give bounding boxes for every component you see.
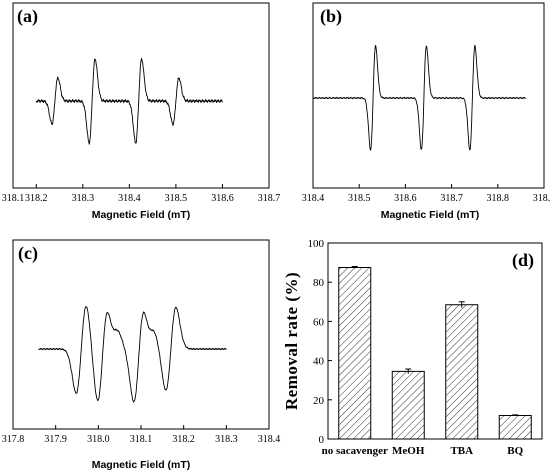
panel-c-x-tick-label: 318.0: [87, 434, 110, 445]
panel-c-x-tick-label: 317.9: [44, 434, 67, 445]
panel-b-x-tick-label: 318.5: [348, 193, 371, 204]
panel-c-x-tick-label: 318.4: [258, 434, 281, 445]
panel-c-x-tick-label: 318.2: [172, 434, 195, 445]
panel-d-y-tick-label: 40: [313, 356, 325, 368]
panel-d-y-tick-label: 20: [313, 395, 325, 407]
panel-b-x-tick-label: 318.4: [302, 193, 325, 204]
panel-c-spectrum-line: [38, 306, 227, 403]
panel-d-label: (d): [512, 250, 534, 271]
panel-c: (c) 317.8 317.9 318.0 318.1 318.2 318.3 318.4 …: [2, 239, 281, 471]
panel-d-category-label: MeOH: [392, 445, 425, 457]
panel-d-category-label: BQ: [507, 445, 523, 457]
panel-a-x-tick-label: 318.7: [258, 193, 281, 204]
panel-b-x-axis-label: Magnetic Field (mT): [381, 209, 480, 221]
panel-b-spectrum-line: [312, 44, 526, 151]
panel-c-x-tick-label: 318.1: [130, 434, 153, 445]
panel-a-ticks: 318.1 318.2 318.3 318.4 318.5 318.6 318.7: [2, 184, 281, 204]
panel-a-x-tick-label: 318.3: [72, 193, 95, 204]
panel-b-x-tick-label: 318.9: [533, 193, 550, 204]
panel-a-x-tick-label: 318.2: [25, 193, 48, 204]
panel-a-x-tick-label: 318.6: [211, 193, 234, 204]
panel-b-x-tick-label: 318.7: [440, 193, 463, 204]
panel-d-y-axis-label: Removal rate (%): [282, 272, 301, 410]
panel-c-x-axis-label: Magnetic Field (mT): [92, 459, 191, 471]
panel-b-ticks: 318.4 318.5 318.6 318.7 318.8 318.9: [302, 184, 550, 204]
panel-c-x-tick-label: 318.3: [215, 434, 238, 445]
panel-a-x-tick-label: 318.4: [118, 193, 141, 204]
panel-d-category-label: no sacavenger: [322, 445, 388, 457]
panel-d-y-ticks: 0 20 40 60 80 100: [308, 238, 332, 446]
panel-d-frame: [327, 242, 543, 440]
panel-c-x-tick-label: 317.8: [2, 434, 25, 445]
panel-d-bar: [338, 267, 372, 440]
panel-d-bar: [445, 304, 479, 440]
panel-a-x-tick-label: 318.1: [2, 193, 25, 204]
panel-d-y-tick-label: 60: [313, 316, 325, 328]
panel-d-category-label: TBA: [450, 445, 473, 457]
panel-d-bar: [498, 414, 532, 440]
panel-a-label: (a): [17, 6, 38, 27]
panel-b-x-tick-label: 318.6: [394, 193, 417, 204]
panel-c-ticks: 317.8 317.9 318.0 318.1 318.2 318.3 318.4: [2, 425, 281, 445]
panel-a: (a) 318.1 318.2 318.3 318.4 318.5 318.6 318.7 …: [2, 2, 281, 221]
panel-b: (b) 318.4 318.5 318.6 318.7 318.8 318.9 Magne…: [302, 2, 550, 221]
panel-c-frame: [12, 239, 270, 430]
panel-c-label: (c): [18, 243, 38, 264]
panel-a-x-axis-label: Magnetic Field (mT): [92, 209, 191, 221]
panel-b-x-tick-label: 318.8: [487, 193, 510, 204]
panel-b-frame: [312, 2, 545, 189]
panel-a-x-tick-label: 318.5: [165, 193, 188, 204]
panel-b-label: (b): [320, 6, 342, 27]
panel-d-bars: no sacavenger MeOH TBA BQ: [322, 266, 532, 457]
panel-d-y-tick-label: 80: [313, 277, 325, 289]
panel-d-y-tick-label: 0: [319, 434, 325, 446]
panel-a-frame: [12, 2, 270, 189]
panel-d-y-tick-label: 100: [308, 238, 325, 250]
panel-a-spectrum-line: [35, 57, 223, 145]
panel-d-bar: [391, 370, 425, 440]
